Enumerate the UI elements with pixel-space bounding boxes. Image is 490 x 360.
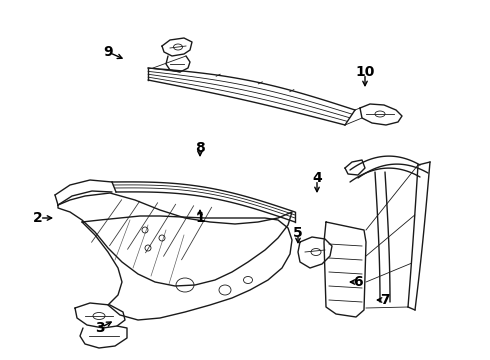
Text: 10: 10 xyxy=(355,65,375,79)
Text: 9: 9 xyxy=(103,45,113,59)
Text: 7: 7 xyxy=(380,293,390,307)
Text: 1: 1 xyxy=(195,211,205,225)
Text: 5: 5 xyxy=(293,226,303,240)
Text: 6: 6 xyxy=(353,275,363,289)
Text: 2: 2 xyxy=(33,211,43,225)
Text: 4: 4 xyxy=(312,171,322,185)
Text: 3: 3 xyxy=(95,321,105,335)
Text: 8: 8 xyxy=(195,141,205,155)
